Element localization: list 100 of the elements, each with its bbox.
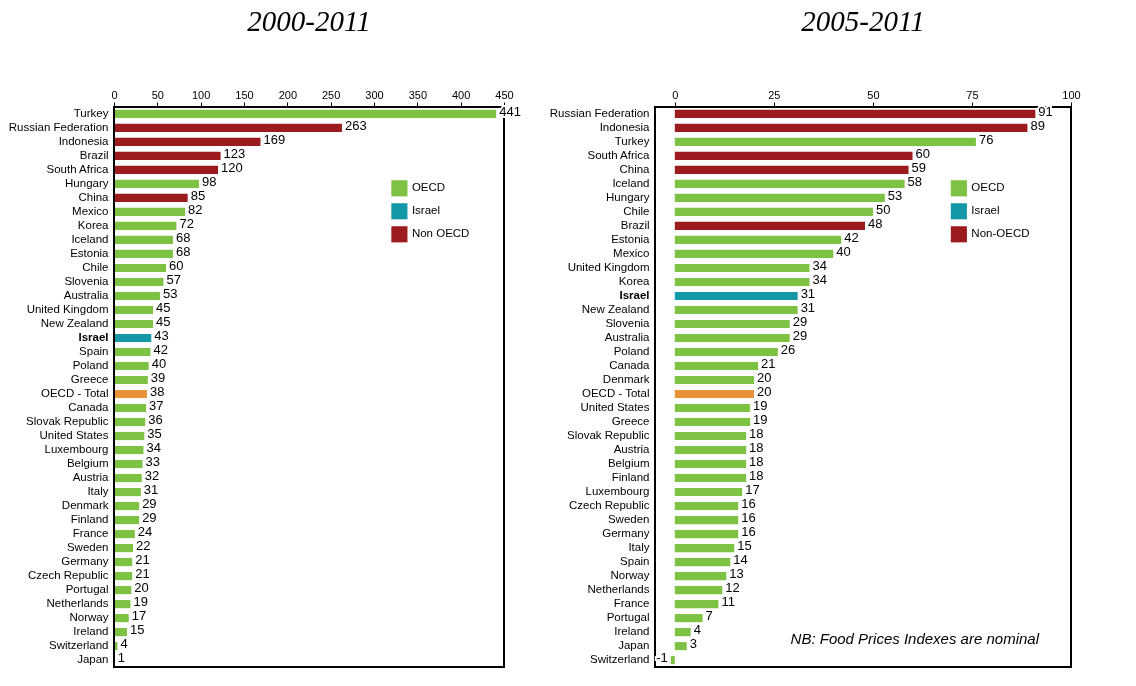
bar [674,305,798,315]
data-label: -1 [656,650,668,666]
y-tick-label: Switzerland [590,653,650,666]
data-label: 35 [147,426,162,442]
y-tick-label: Australia [604,330,651,343]
y-tick-label: Slovak Republic [26,415,109,428]
data-label: 19 [753,398,768,414]
bar [674,431,747,441]
y-tick-label: China [619,162,651,175]
data-label: 21 [761,355,776,371]
bar [674,179,905,188]
y-tick-label: United States [580,401,650,414]
x-tick-label: 0 [672,88,679,101]
x-tick-label: 200 [278,88,298,101]
data-label: 16 [741,524,756,540]
bar [674,249,834,258]
data-label: 4 [693,622,701,638]
y-tick-label: Israel [78,330,109,343]
y-tick-label: Korea [77,218,110,231]
y-tick-label: Mexico [613,246,650,259]
bar [114,151,221,160]
y-tick-label: Greece [70,373,109,385]
bar [674,137,976,146]
data-label: 19 [753,412,768,428]
data-label: 20 [757,370,772,385]
data-label: 3 [689,636,697,652]
bar [674,502,739,511]
bar [114,403,147,413]
data-label: 22 [136,538,151,554]
bar [114,614,129,623]
y-tick-label: France [613,597,650,610]
bar [674,459,747,469]
bar [674,235,842,244]
bar [114,249,173,258]
bar [114,417,146,427]
bar [674,151,913,160]
data-label: 91 [1038,103,1053,119]
bar [114,305,153,315]
bar [674,123,1028,132]
legend-label: Israel [411,204,441,217]
data-label: 11 [721,594,735,610]
data-label: 36 [148,412,163,428]
bar [114,333,152,343]
y-tick-label: Czech Republic [27,569,109,582]
data-label: 53 [887,187,903,203]
y-tick-label: Russian Federation [8,120,109,133]
chart-title: 2005-2011 [801,5,925,37]
bar [114,193,188,202]
bar [114,137,261,146]
x-tick-label: 150 [235,88,254,101]
bar [114,235,173,244]
data-label: 34 [812,271,827,287]
data-label: 45 [156,299,171,315]
bar [674,600,719,609]
x-tick-label: 100 [1062,88,1081,101]
data-label: 98 [201,173,217,189]
data-label: 38 [149,384,165,399]
bar [114,586,132,595]
bar [114,473,142,483]
y-tick-label: Denmark [61,499,109,512]
data-label: 4 [120,636,128,652]
data-label: 53 [162,285,178,301]
y-tick-label: Luxembourg [585,485,650,498]
data-label: 31 [800,285,816,301]
x-tick-label: 250 [321,88,341,101]
bar [674,572,727,581]
bar [674,333,790,343]
bar [114,459,143,469]
bar [674,614,703,623]
y-tick-label: Luxembourg [44,443,109,456]
x-tick-label: 400 [451,88,471,101]
bar [114,530,135,539]
y-tick-label: Poland [613,344,650,357]
y-tick-label: Netherlands [587,583,650,596]
y-tick-label: Estonia [70,246,110,259]
bar [114,544,134,553]
y-tick-label: Norway [69,611,109,624]
y-tick-label: Turkey [614,134,650,147]
bar [114,123,342,132]
bar [114,445,144,455]
data-label: 263 [344,117,367,133]
y-tick-label: Chile [623,204,650,217]
bar [674,347,778,357]
data-label: 31 [143,482,159,498]
data-label: 16 [741,510,756,526]
x-tick-label: 50 [867,88,880,101]
data-label: 21 [135,552,150,568]
x-tick-label: 50 [151,88,164,101]
data-label: 32 [144,468,160,484]
y-tick-label: Hungary [65,176,109,189]
bar [114,347,151,357]
bar [674,389,755,399]
data-label: 16 [741,496,756,512]
y-tick-label: Germany [602,527,650,540]
y-tick-label: Sweden [607,513,650,526]
y-tick-label: Indonesia [58,134,110,147]
y-tick-label: United Kingdom [26,302,109,315]
bar [674,445,747,455]
y-tick-label: Mexico [72,204,109,217]
y-tick-label: Belgium [66,457,109,470]
